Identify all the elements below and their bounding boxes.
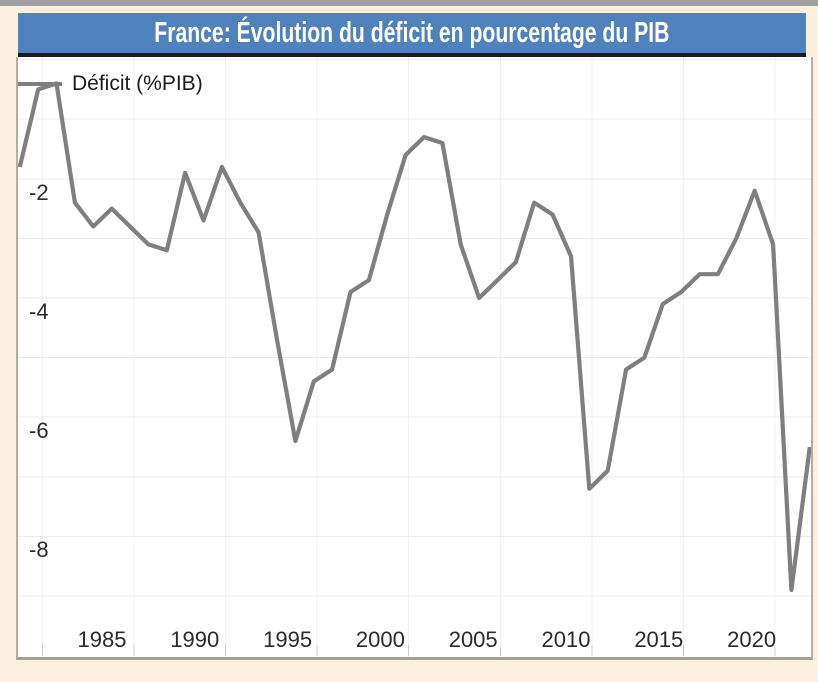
window-top-strip — [0, 0, 818, 6]
deficit-line — [18, 81, 811, 593]
x-axis-label: 2005 — [448, 627, 498, 652]
x-axis-label: 2020 — [727, 627, 777, 652]
chart-title-bar: France: Évolution du déficit en pourcent… — [18, 13, 806, 57]
y-axis-label: -2 — [29, 179, 49, 205]
x-axis-label: 1985 — [77, 627, 127, 652]
x-axis-label: 1995 — [263, 627, 313, 652]
x-axis-label: 2000 — [355, 627, 405, 652]
y-axis-label: -6 — [29, 418, 49, 444]
y-axis-label: -8 — [29, 537, 49, 563]
deficit-line-chart — [18, 57, 811, 657]
legend: Déficit (%PIB) — [18, 72, 203, 95]
legend-line-sample — [18, 82, 62, 86]
plot-area: Déficit (%PIB) -2 -4 -6 -8 1985 1990 1995 2000… — [16, 57, 813, 660]
x-axis-label: 2010 — [541, 627, 591, 652]
legend-label: Déficit (%PIB) — [72, 72, 203, 95]
x-axis-label: 2015 — [634, 627, 684, 652]
x-axis-label: 1990 — [170, 627, 220, 652]
y-axis-label: -4 — [29, 299, 49, 324]
chart-title: France: Évolution du déficit en pourcent… — [154, 16, 670, 49]
